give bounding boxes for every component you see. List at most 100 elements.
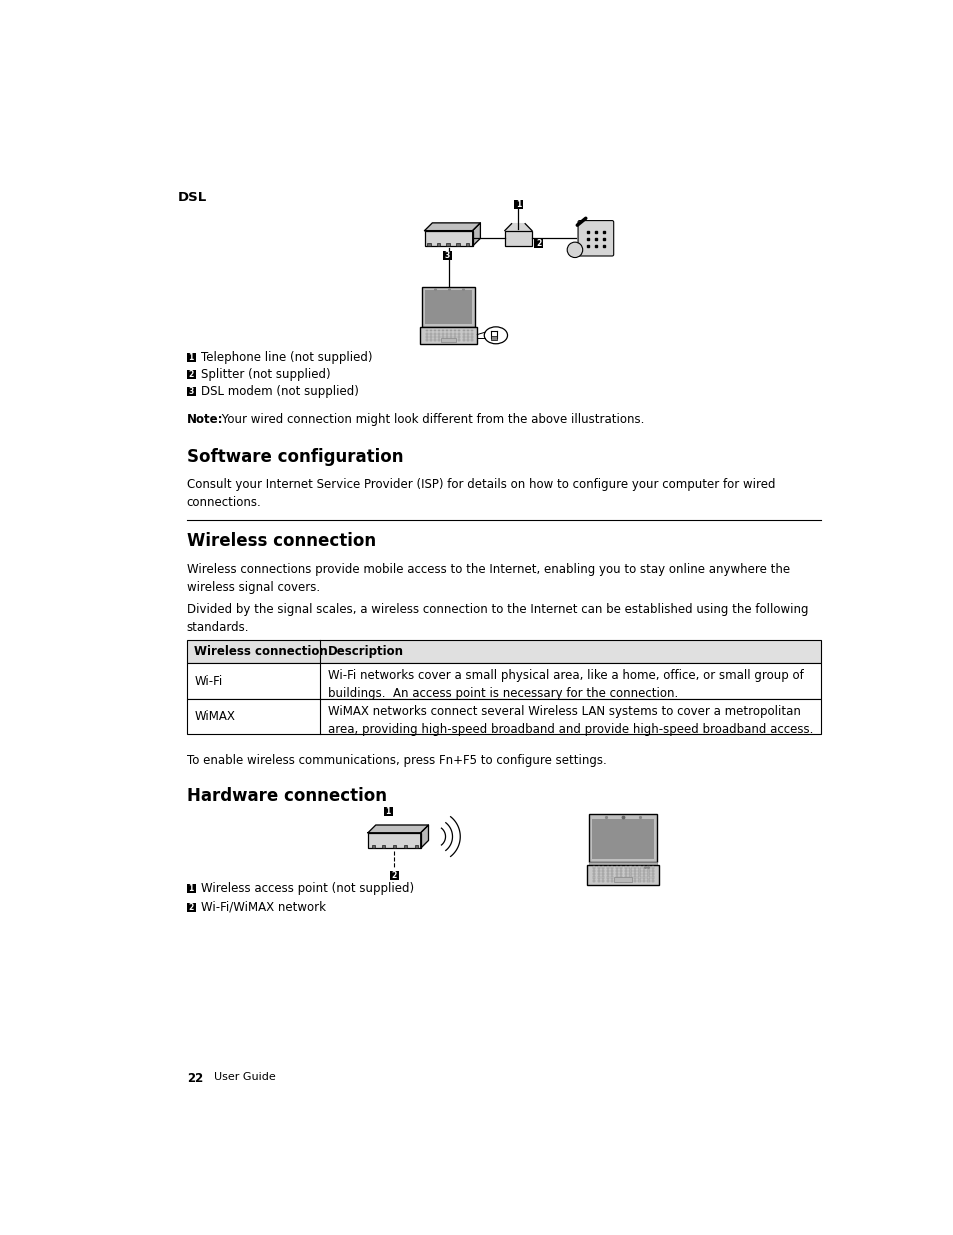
Text: WiMAX: WiMAX xyxy=(194,710,235,722)
Bar xyxy=(458,336,460,337)
Bar xyxy=(454,338,456,341)
Bar xyxy=(437,336,439,337)
Text: 3: 3 xyxy=(444,251,449,259)
Bar xyxy=(624,877,626,878)
Text: Telephone line (not supplied): Telephone line (not supplied) xyxy=(201,351,372,364)
Bar xyxy=(638,869,639,872)
Bar xyxy=(647,869,649,872)
Bar xyxy=(390,871,398,879)
Polygon shape xyxy=(504,224,532,231)
Ellipse shape xyxy=(484,327,507,343)
Text: 1: 1 xyxy=(385,806,391,815)
Bar xyxy=(615,867,618,868)
Bar xyxy=(446,330,448,331)
Bar xyxy=(371,845,375,848)
Bar xyxy=(425,330,427,331)
Bar xyxy=(491,336,497,340)
Bar xyxy=(430,332,432,335)
Text: 1: 1 xyxy=(189,353,193,362)
Polygon shape xyxy=(424,222,480,231)
Bar xyxy=(462,338,464,341)
Bar xyxy=(611,879,613,882)
Bar xyxy=(606,867,608,868)
Bar xyxy=(629,869,631,872)
Bar xyxy=(465,243,469,246)
Bar xyxy=(425,332,427,335)
Bar xyxy=(442,251,451,259)
Text: 1: 1 xyxy=(516,200,520,209)
Bar xyxy=(454,336,456,337)
Bar xyxy=(638,867,639,868)
Bar xyxy=(593,869,595,872)
Bar xyxy=(470,332,473,335)
Bar xyxy=(601,877,603,878)
Bar xyxy=(425,290,472,324)
Bar xyxy=(404,845,407,848)
Bar xyxy=(619,869,621,872)
Bar xyxy=(458,330,460,331)
FancyBboxPatch shape xyxy=(578,221,613,256)
Bar xyxy=(187,663,820,699)
Bar xyxy=(638,873,639,876)
Bar xyxy=(642,867,644,868)
Text: Splitter (not supplied): Splitter (not supplied) xyxy=(201,368,331,382)
Text: Wi-Fi networks cover a small physical area, like a home, office, or small group : Wi-Fi networks cover a small physical ar… xyxy=(328,669,802,700)
Text: 1: 1 xyxy=(189,884,193,893)
Text: 22: 22 xyxy=(187,1072,203,1086)
Bar xyxy=(437,330,439,331)
Bar xyxy=(638,879,639,882)
Bar xyxy=(647,879,649,882)
Bar xyxy=(434,332,436,335)
Bar xyxy=(633,879,636,882)
Polygon shape xyxy=(472,222,480,246)
Bar xyxy=(633,873,636,876)
Bar xyxy=(427,243,430,246)
Bar xyxy=(434,338,436,341)
Bar xyxy=(619,867,621,868)
Text: Wi-Fi: Wi-Fi xyxy=(194,674,222,688)
Bar xyxy=(619,877,621,878)
Bar xyxy=(619,873,621,876)
Bar xyxy=(454,330,456,331)
Bar xyxy=(415,845,417,848)
Bar xyxy=(441,336,444,337)
Bar xyxy=(611,877,613,878)
Bar xyxy=(462,336,464,337)
Bar xyxy=(434,336,436,337)
Bar xyxy=(187,370,195,379)
Bar xyxy=(368,832,420,848)
Circle shape xyxy=(567,242,582,258)
Bar xyxy=(642,873,644,876)
Text: Wireless connection: Wireless connection xyxy=(187,532,375,551)
Bar xyxy=(466,336,468,337)
Bar xyxy=(647,873,649,876)
Bar xyxy=(430,336,432,337)
Bar xyxy=(633,877,636,878)
Bar xyxy=(647,877,649,878)
Bar xyxy=(514,200,522,209)
Bar xyxy=(624,879,626,882)
Bar xyxy=(441,330,444,331)
Bar xyxy=(446,332,448,335)
Bar xyxy=(187,884,195,893)
Bar xyxy=(419,327,476,343)
Text: 3: 3 xyxy=(189,387,193,396)
Bar xyxy=(462,332,464,335)
Bar xyxy=(437,332,439,335)
Bar xyxy=(597,873,599,876)
Bar xyxy=(187,699,820,734)
Bar xyxy=(466,332,468,335)
Bar xyxy=(629,879,631,882)
Bar xyxy=(606,877,608,878)
Bar xyxy=(187,353,195,362)
Bar xyxy=(470,338,473,341)
Bar xyxy=(437,338,439,341)
Bar xyxy=(651,879,654,882)
Bar xyxy=(597,867,599,868)
Bar xyxy=(593,877,595,878)
Bar xyxy=(615,879,618,882)
Text: WiMAX networks connect several Wireless LAN systems to cover a metropolitan
area: WiMAX networks connect several Wireless … xyxy=(328,705,812,736)
Bar xyxy=(588,814,657,862)
Bar xyxy=(593,867,595,868)
Bar xyxy=(597,879,599,882)
